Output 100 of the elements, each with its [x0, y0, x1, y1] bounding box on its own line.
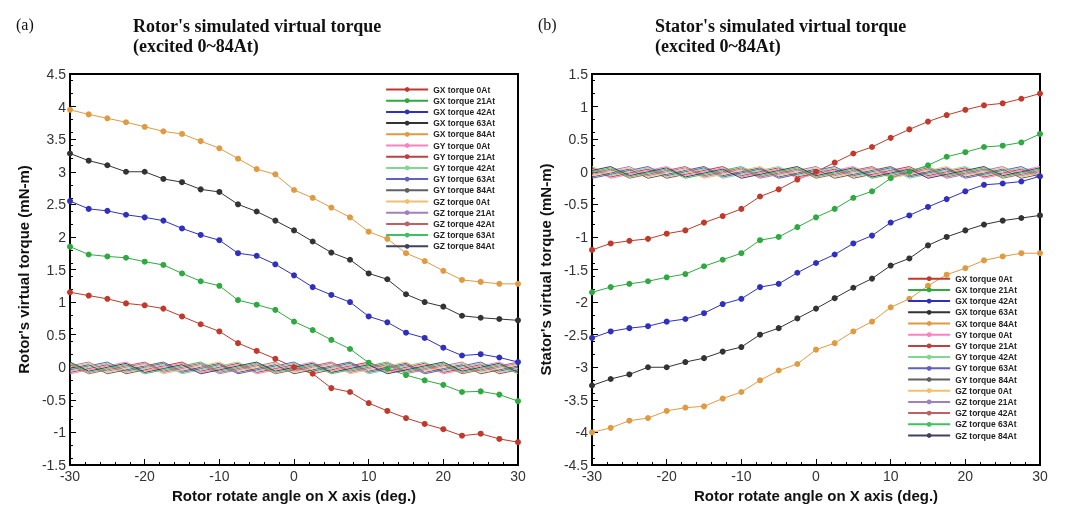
- point: [291, 318, 298, 325]
- point: [887, 262, 894, 269]
- point: [197, 186, 204, 193]
- point: [757, 377, 764, 384]
- legend-label: GX torque 21At: [433, 95, 496, 106]
- y-tick-label: 2.5: [46, 196, 67, 213]
- point: [104, 295, 111, 302]
- point: [775, 186, 782, 193]
- legend-label: GX torque 84At: [433, 129, 496, 140]
- point: [477, 351, 484, 358]
- point: [906, 255, 913, 262]
- point: [459, 432, 465, 439]
- point: [235, 297, 242, 304]
- point: [272, 306, 279, 313]
- point: [179, 179, 186, 186]
- point: [67, 243, 74, 250]
- point: [999, 142, 1006, 149]
- point: [477, 314, 484, 321]
- point: [682, 316, 689, 323]
- point: [701, 403, 708, 410]
- point: [981, 181, 987, 188]
- point: [403, 291, 410, 298]
- point: [496, 391, 503, 398]
- point: [365, 270, 372, 277]
- y-tick-label: -4: [575, 424, 589, 441]
- point: [794, 269, 801, 276]
- point: [719, 348, 726, 355]
- legend-label: GZ torque 84At: [955, 430, 1017, 441]
- legend-label: GZ torque 42At: [955, 408, 1017, 419]
- point: [253, 347, 260, 354]
- point: [869, 188, 876, 195]
- point: [999, 253, 1006, 260]
- point: [626, 325, 633, 332]
- x-tick-label: 10: [882, 468, 899, 484]
- point: [197, 231, 204, 238]
- point: [235, 250, 242, 257]
- point: [179, 225, 186, 232]
- point: [421, 334, 428, 341]
- point: [123, 254, 130, 261]
- point: [365, 228, 372, 235]
- point: [682, 227, 689, 234]
- point: [384, 276, 391, 283]
- point: [291, 272, 298, 279]
- x-tick-label: 20: [435, 468, 452, 484]
- point: [943, 233, 950, 240]
- point: [440, 303, 447, 310]
- y-tick-label: -1.5: [41, 457, 67, 473]
- point: [831, 295, 838, 302]
- legend-label: GY torque 84At: [433, 185, 496, 196]
- point: [160, 128, 167, 135]
- y-tick-label: -4.5: [563, 457, 589, 473]
- point: [197, 278, 204, 285]
- legend-label: GY torque 21At: [433, 151, 496, 162]
- point: [67, 106, 74, 113]
- y-tick-label: 0.5: [568, 131, 589, 148]
- point: [850, 328, 857, 335]
- point: [999, 217, 1006, 224]
- point: [981, 221, 987, 228]
- legend-label: GY torque 63At: [955, 363, 1018, 374]
- point: [831, 159, 838, 166]
- point: [645, 323, 652, 330]
- point: [85, 157, 92, 164]
- point: [738, 205, 745, 212]
- point: [794, 360, 801, 367]
- point: [925, 282, 932, 289]
- point: [962, 227, 969, 234]
- point: [645, 415, 652, 422]
- point: [738, 250, 745, 257]
- chart-title: Stator's simulated virtual torque: [655, 16, 907, 36]
- point: [309, 284, 316, 291]
- point: [235, 340, 242, 347]
- point: [384, 319, 391, 326]
- point: [943, 196, 950, 203]
- point: [775, 233, 782, 240]
- x-tick-label: 10: [360, 468, 377, 484]
- legend-label: GZ torque 63At: [955, 419, 1017, 430]
- legend-label: GX torque 63At: [433, 118, 496, 129]
- legend-label: GX torque 84At: [955, 318, 1018, 329]
- point: [813, 305, 820, 312]
- point: [440, 267, 447, 274]
- point: [1037, 250, 1043, 257]
- point: [757, 284, 764, 291]
- y-tick-label: -0.5: [41, 391, 67, 408]
- point: [589, 289, 596, 296]
- y-tick-label: -2.5: [563, 326, 589, 343]
- point: [141, 258, 148, 265]
- point: [607, 424, 614, 431]
- y-tick-label: 1: [58, 294, 67, 311]
- point: [141, 214, 148, 221]
- point: [123, 168, 130, 175]
- point: [701, 263, 708, 270]
- point: [403, 250, 410, 257]
- point: [794, 224, 801, 231]
- y-tick-label: 1.5: [568, 66, 589, 82]
- point: [123, 211, 130, 218]
- point: [104, 115, 111, 122]
- x-tick-label: 30: [1032, 468, 1048, 484]
- point: [272, 355, 279, 362]
- legend-label: GY torque 0At: [433, 140, 491, 151]
- legend-label: GX torque 21At: [955, 284, 1018, 295]
